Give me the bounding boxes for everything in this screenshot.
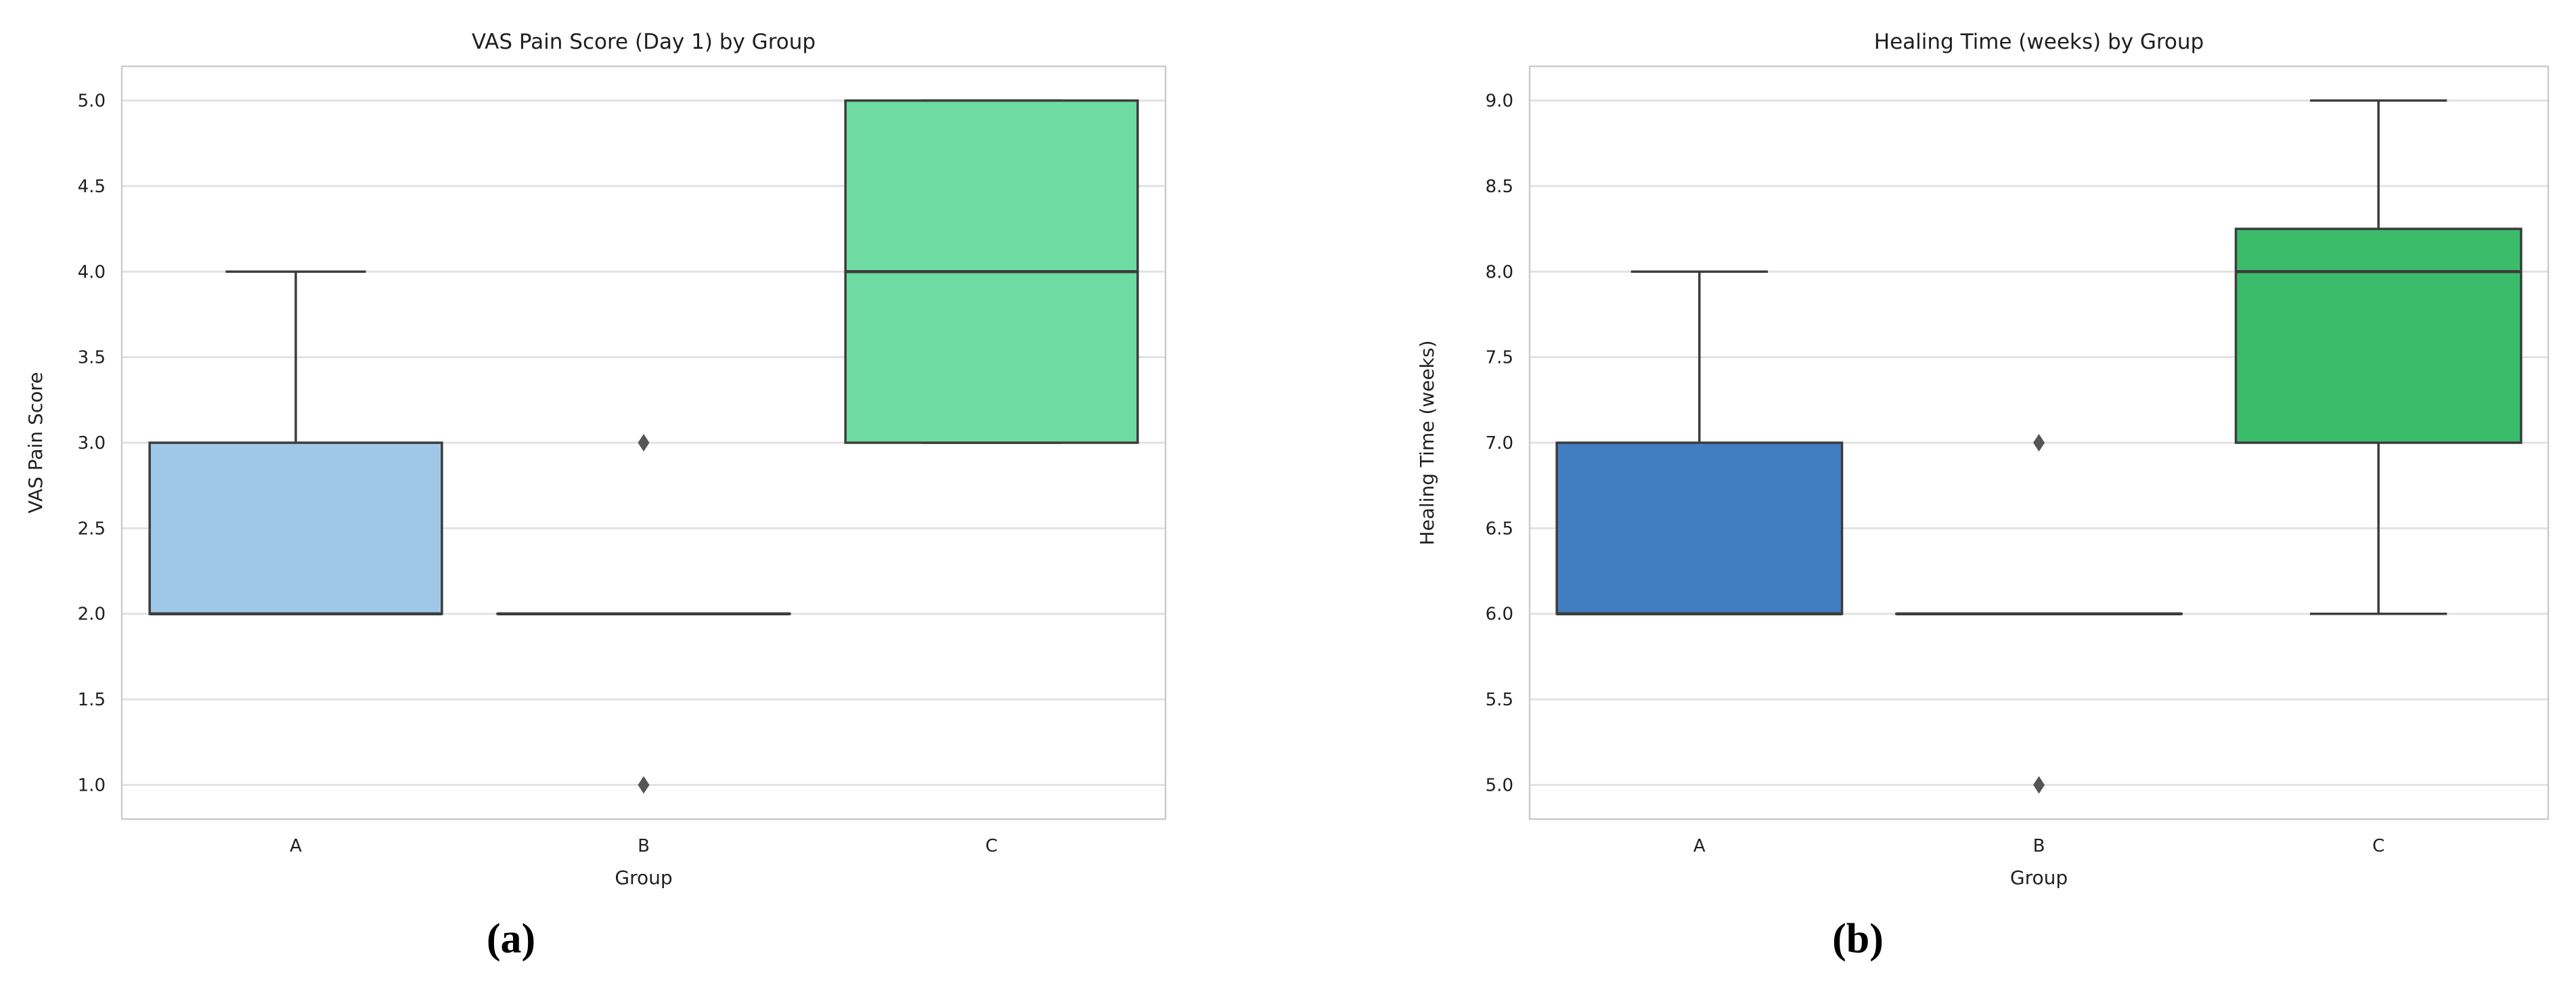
y-tick-label: 4.5 [78, 177, 106, 197]
y-tick-label: 1.0 [78, 775, 106, 795]
chart-title: Healing Time (weeks) by Group [1874, 30, 2204, 54]
y-tick-label: 8.0 [1486, 262, 1513, 282]
y-tick-label: 5.0 [78, 91, 106, 112]
subfigure-caption-a: (a) [486, 916, 536, 962]
axes-border [1528, 65, 2550, 820]
y-tick-label: 7.0 [1486, 433, 1513, 454]
y-tick-label: 3.5 [78, 348, 106, 368]
outlier-marker [2033, 776, 2045, 794]
vas-pain-score-boxplot: 1.0 1.5 2.0 2.5 3.0 3.5 4.0 4.5 5.0 A B C VAS Pain S… [24, 30, 1167, 889]
outlier-marker [2033, 434, 2045, 452]
x-axis-label: Group [615, 867, 672, 889]
y-tick-label: 4.0 [78, 262, 106, 282]
y-tick-label: 9.0 [1486, 91, 1513, 112]
outlier-marker [638, 776, 650, 794]
x-tick-label: C [2372, 836, 2384, 856]
y-tick-label: 1.5 [78, 690, 106, 710]
x-tick-label: A [1693, 836, 1706, 856]
y-tick-label: 2.0 [78, 605, 106, 625]
x-tick-label: C [985, 836, 998, 856]
y-tick-label: 8.5 [1486, 177, 1513, 197]
y-tick-label: 7.5 [1486, 348, 1513, 368]
box [1555, 441, 1844, 615]
box [148, 441, 443, 615]
box [2234, 227, 2523, 444]
y-tick-label: 6.0 [1486, 605, 1513, 625]
y-axis-label: Healing Time (weeks) [1416, 341, 1438, 546]
x-tick-label: A [290, 836, 302, 856]
x-axis-label: Group [2010, 867, 2068, 889]
healing-time-boxplot: 5.0 5.5 6.0 6.5 7.0 7.5 8.0 8.5 9.0 A B C Healing Ti… [1416, 30, 2550, 889]
y-tick-label: 5.5 [1486, 690, 1513, 710]
x-tick-label: B [2033, 836, 2045, 856]
chart-title: VAS Pain Score (Day 1) by Group [472, 30, 816, 54]
y-tick-label: 3.0 [78, 433, 106, 454]
x-tick-label: B [638, 836, 650, 856]
y-tick-label: 2.5 [78, 519, 106, 539]
y-tick-label: 5.0 [1486, 775, 1513, 795]
axes-border [120, 65, 1167, 820]
subfigure-caption-b: (b) [1832, 916, 1884, 962]
y-tick-label: 6.5 [1486, 519, 1513, 539]
y-axis-label: VAS Pain Score [24, 372, 47, 514]
outlier-marker [638, 434, 650, 452]
